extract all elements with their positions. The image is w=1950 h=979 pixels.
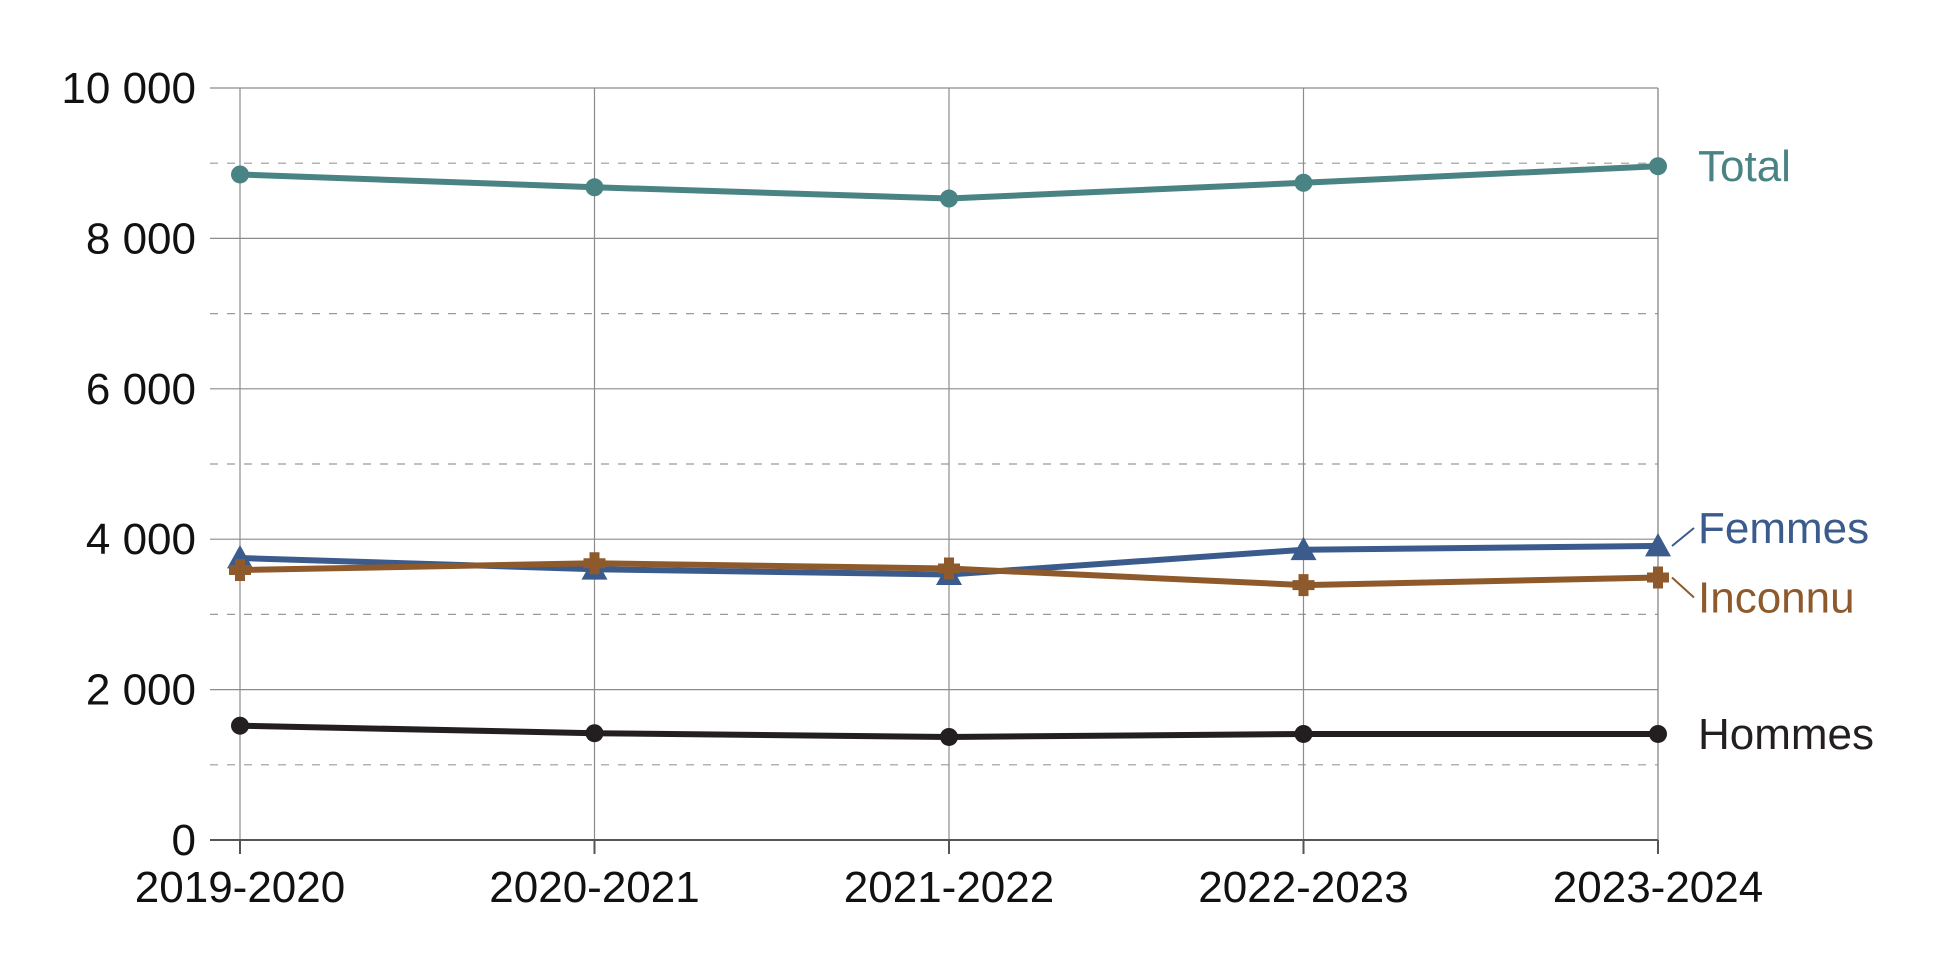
data-point (229, 559, 251, 582)
axes: 0 2 000 4 000 6 000 8 000 10 000 2019-2020 2020… (61, 64, 1763, 912)
x-tick-label: 2022-2023 (1198, 863, 1408, 912)
label-leader-line (1671, 527, 1695, 547)
series-inconnu (229, 552, 1669, 597)
data-point (227, 545, 253, 569)
series-label: Inconnu (1698, 574, 1855, 623)
data-point (940, 727, 958, 746)
data-point (231, 165, 249, 184)
data-point (1294, 173, 1313, 192)
data-point (940, 189, 958, 208)
series-label: Hommes (1698, 710, 1874, 759)
x-tick-label: 2023-2024 (1553, 863, 1763, 912)
data-point (1292, 574, 1315, 597)
y-tick-label: 2 000 (86, 666, 196, 715)
y-tick-label: 6 000 (86, 365, 196, 414)
data-point (231, 716, 249, 735)
data-point (1649, 157, 1667, 176)
data-point (1290, 536, 1317, 561)
series-label: Femmes (1698, 504, 1869, 553)
data-point (938, 557, 960, 580)
series-labels: Total Femmes Inconnu Hommes (1671, 142, 1874, 759)
series-total (231, 157, 1667, 208)
x-tick-label: 2020-2021 (489, 863, 699, 912)
label-leader-line (1671, 576, 1695, 599)
data-point (1649, 724, 1667, 743)
x-tick-label: 2021-2022 (844, 863, 1054, 912)
data-point (585, 724, 604, 743)
y-tick-label: 0 (172, 816, 196, 865)
data-point (1294, 724, 1313, 743)
data-point (585, 178, 604, 197)
grid-lines (210, 87, 1659, 840)
y-tick-label: 10 000 (61, 64, 196, 113)
y-tick-label: 4 000 (86, 515, 196, 564)
data-point (1647, 566, 1669, 589)
x-tick-label: 2019-2020 (135, 863, 345, 912)
data-point (583, 552, 606, 575)
series-hommes (231, 716, 1667, 746)
series-lines (227, 157, 1671, 746)
y-tick-label: 8 000 (86, 214, 196, 263)
series-label: Total (1698, 142, 1791, 191)
data-point (1645, 532, 1671, 557)
